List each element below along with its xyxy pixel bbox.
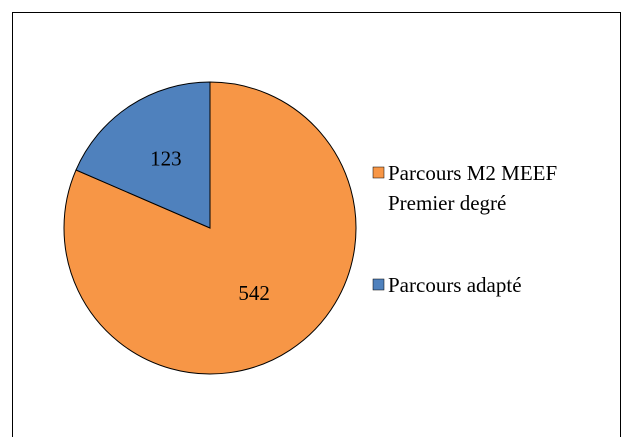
legend-swatch: [372, 166, 385, 179]
legend-swatch: [372, 278, 385, 291]
legend-label: Parcours adapté: [388, 273, 522, 297]
data-label: 123: [150, 147, 182, 171]
pie-slice: [75, 81, 211, 229]
data-label: 542: [238, 281, 270, 305]
legend-label: Parcours M2 MEEF Premier degré: [388, 161, 558, 215]
